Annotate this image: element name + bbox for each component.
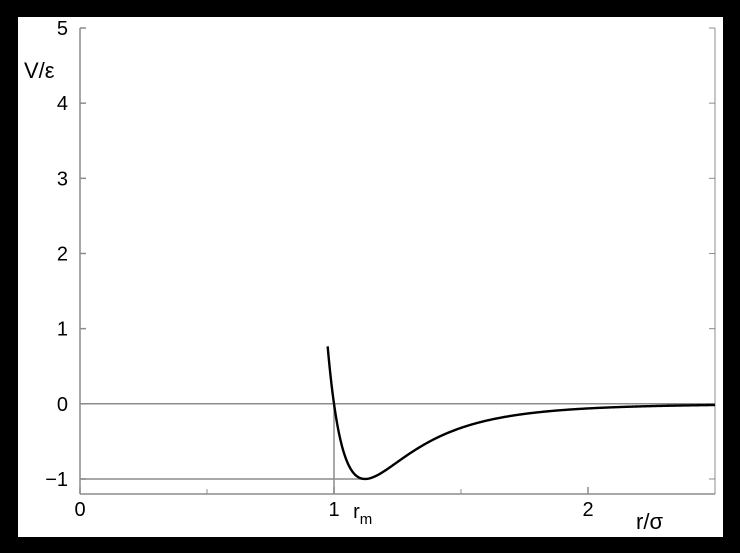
x-tick-label: 2 xyxy=(582,499,593,521)
reference-lines-layer xyxy=(80,403,715,494)
ticks-layer: −1 0 1 2 3 4 5 0 1 2 xyxy=(45,18,715,521)
rm-annotation-base: r xyxy=(353,501,360,523)
labels-layer: V/ε r/σ rm xyxy=(24,58,663,534)
rm-annotation: rm xyxy=(353,501,372,528)
x-tick-label: 0 xyxy=(74,499,85,521)
series-layer xyxy=(326,346,716,481)
x-axis-label: r/σ xyxy=(636,509,663,534)
plot-background xyxy=(18,17,723,537)
y-tick-label: 1 xyxy=(57,319,68,341)
y-tick-label: 4 xyxy=(57,93,68,115)
y-tick-label: 0 xyxy=(57,394,68,416)
y-tick-label: 2 xyxy=(57,243,68,265)
x-tick-label: 1 xyxy=(328,499,339,521)
axes-layer xyxy=(79,28,716,495)
y-tick-label: 5 xyxy=(57,18,68,40)
y-tick-label: 3 xyxy=(57,168,68,190)
rm-annotation-subscript: m xyxy=(360,511,373,528)
potential-curve xyxy=(326,346,716,481)
y-tick-label: −1 xyxy=(45,469,68,491)
y-axis-label: V/ε xyxy=(24,58,55,83)
